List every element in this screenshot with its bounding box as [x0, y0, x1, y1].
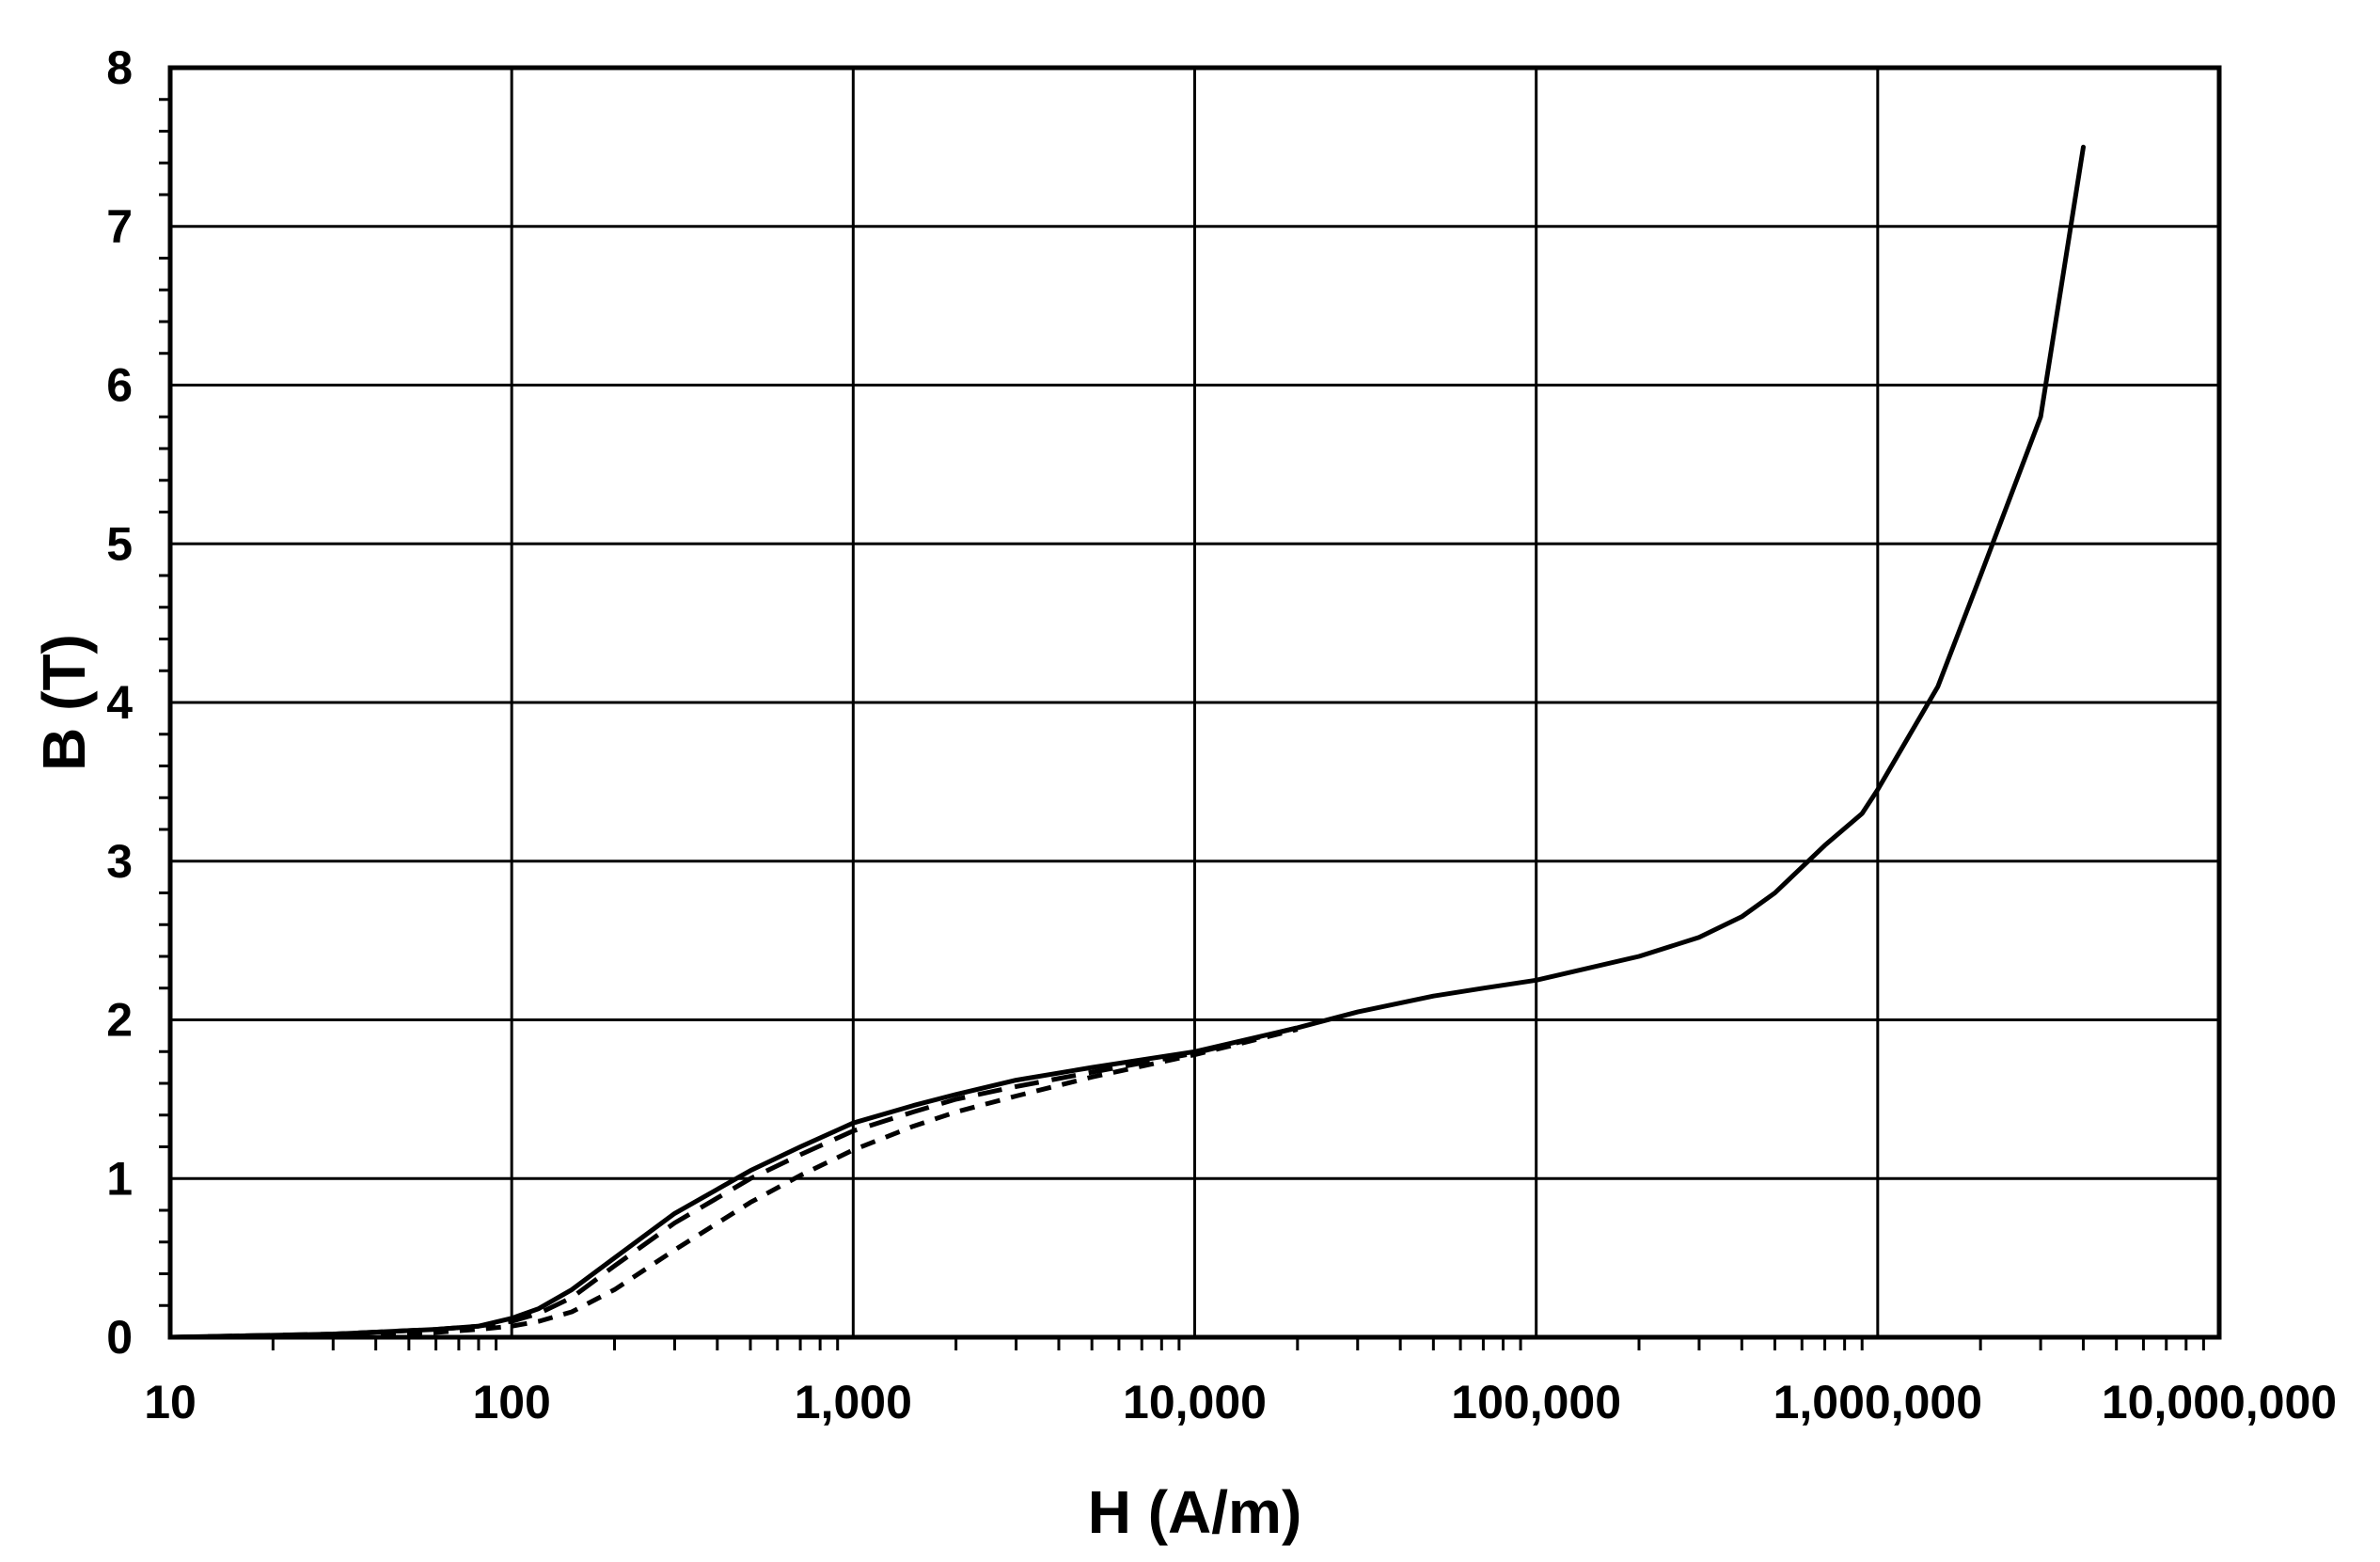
x-tick-label: 10,000,000 [2102, 1376, 2337, 1428]
x-axis-title: H (A/m) [1088, 1478, 1302, 1546]
x-tick-label-layer: 10 100 1,000 10,000 100,000 1,000,000 10,000,0… [144, 1376, 2337, 1428]
series-line-1 [167, 144, 2086, 1340]
series-line-2 [169, 1025, 1299, 1340]
x-tick-label: 100 [472, 1376, 550, 1428]
x-tick-label: 1,000,000 [1773, 1376, 1982, 1428]
x-tick-label: 10 [144, 1376, 197, 1428]
series-layer [167, 144, 2086, 1340]
series-line-3 [169, 1027, 1299, 1340]
y-axis-title: B (T) [30, 634, 98, 771]
minor-tick-layer [159, 98, 2205, 1350]
y-tick-label: 4 [106, 676, 133, 729]
grid-layer [170, 68, 2219, 1337]
plot-frame [167, 65, 2222, 1340]
y-tick-label: 2 [106, 994, 133, 1047]
x-tick-label: 1,000 [795, 1376, 912, 1428]
y-tick-label: 5 [106, 517, 133, 570]
y-tick-label: 3 [106, 835, 133, 888]
y-tick-label: 1 [106, 1152, 133, 1205]
y-tick-label-layer: 0 1 2 3 4 5 6 7 8 [106, 41, 133, 1364]
y-tick-label: 0 [106, 1311, 133, 1364]
y-tick-label: 7 [106, 200, 133, 253]
x-tick-label: 100,000 [1451, 1376, 1621, 1428]
x-tick-label: 10,000 [1123, 1376, 1267, 1428]
y-tick-label: 6 [106, 359, 133, 412]
y-tick-label: 8 [106, 41, 133, 94]
